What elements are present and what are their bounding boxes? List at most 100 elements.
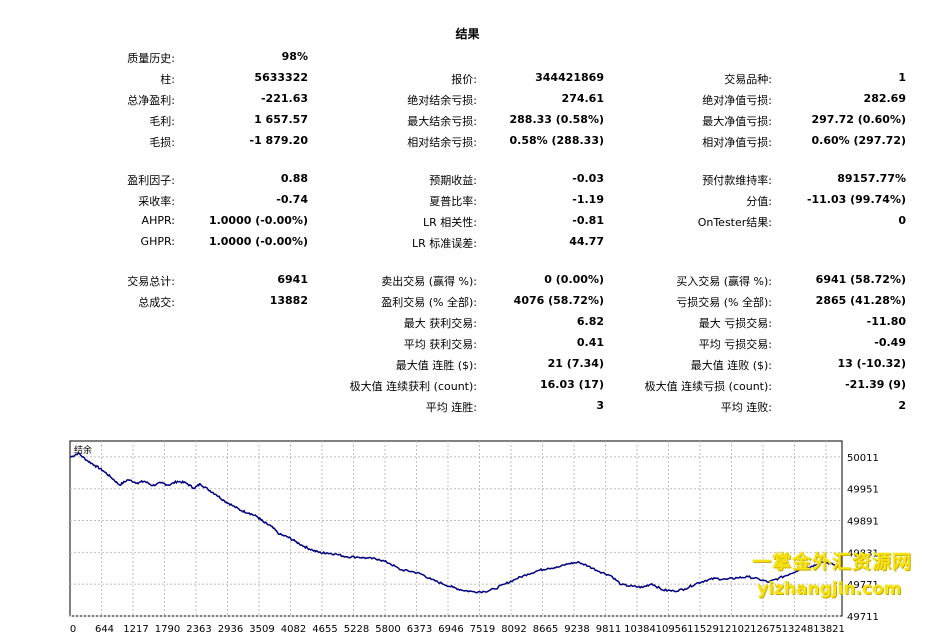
stat-value: 344421869 xyxy=(535,71,604,84)
stat-label: 预付款维持率: xyxy=(702,174,772,187)
x-tick-label: 0 xyxy=(70,624,76,635)
stat-value: 282.69 xyxy=(863,92,906,105)
stat-value: 0.60% (297.72) xyxy=(811,134,907,147)
stat-label: 分值: xyxy=(746,195,772,208)
x-tick-label: 644 xyxy=(95,624,114,635)
x-tick-label: 12675 xyxy=(750,624,782,635)
legend-label: 结余 xyxy=(74,444,92,456)
x-tick-label: 12102 xyxy=(719,624,751,635)
stat-label: 预期收益: xyxy=(429,174,477,187)
stat-label: 毛损: xyxy=(149,136,175,149)
x-tick-label: 4082 xyxy=(281,624,306,635)
balance-line xyxy=(69,452,842,594)
stat-label: 最大 亏损交易: xyxy=(698,317,772,330)
stat-label: 亏损交易 (% 全部): xyxy=(676,296,772,309)
x-tick-label: 9238 xyxy=(564,624,589,635)
stat-value: 0.41 xyxy=(576,336,604,349)
stat-value: -0.49 xyxy=(874,336,906,349)
report-title: 结果 xyxy=(455,27,480,41)
stat-label: 总净盈利: xyxy=(127,94,175,107)
stat-value: 6.82 xyxy=(576,315,604,328)
x-tick-label: 5228 xyxy=(344,624,369,635)
stat-value: 6941 xyxy=(277,273,308,286)
y-tick-label: 49831 xyxy=(847,548,879,559)
stat-value: -1.19 xyxy=(572,193,604,206)
stat-value: 13 (-10.32) xyxy=(837,357,906,370)
x-tick-label: 2363 xyxy=(186,624,211,635)
y-tick-label: 49891 xyxy=(847,517,879,528)
stat-label: 平均 获利交易: xyxy=(403,338,477,351)
x-tick-label: 1217 xyxy=(123,624,148,635)
x-tick-label: 10956 xyxy=(656,624,688,635)
stat-value: 288.33 (0.58%) xyxy=(509,113,605,126)
x-tick-label: 6373 xyxy=(407,624,432,635)
stat-label: 最大值 连胜 ($): xyxy=(395,359,477,372)
stat-value: -21.39 (9) xyxy=(845,378,906,391)
stat-value: 274.61 xyxy=(561,92,604,105)
stat-label: 卖出交易 (赢得 %): xyxy=(381,275,477,288)
x-tick-label: 13821 xyxy=(813,624,845,635)
stat-label: 质量历史: xyxy=(127,52,175,65)
stat-value: 6941 (58.72%) xyxy=(815,273,906,286)
stat-value: 89157.77% xyxy=(837,172,906,185)
stat-value: -11.03 (99.74%) xyxy=(806,193,906,206)
stat-label: 柱: xyxy=(160,73,175,86)
stat-label: 毛利: xyxy=(149,115,175,128)
stat-label: 买入交易 (赢得 %): xyxy=(676,275,772,288)
stat-label: 交易总计: xyxy=(127,275,175,288)
stat-value: 5633322 xyxy=(254,71,308,84)
stat-label: GHPR: xyxy=(140,235,175,248)
stat-label: 平均 连败: xyxy=(720,401,772,414)
stat-value: -0.81 xyxy=(572,214,604,227)
stat-value: -1 879.20 xyxy=(249,134,309,147)
watermark-url: yizhangjin.com xyxy=(757,579,902,599)
x-tick-label: 3509 xyxy=(249,624,274,635)
x-tick-label: 2936 xyxy=(218,624,243,635)
stat-label: 绝对净值亏损: xyxy=(702,94,772,107)
stat-label: LR 标准误差: xyxy=(412,237,477,250)
stat-value: 1 xyxy=(898,71,906,84)
x-tick-label: 6946 xyxy=(438,624,463,635)
stat-value: 3 xyxy=(596,399,604,412)
stat-value: -221.63 xyxy=(260,92,308,105)
y-tick-label: 50011 xyxy=(847,453,879,464)
x-tick-label: 8665 xyxy=(533,624,558,635)
stat-value: -0.03 xyxy=(572,172,604,185)
stat-label: 绝对结余亏损: xyxy=(407,94,477,107)
stat-label: 交易品种: xyxy=(724,73,772,86)
stat-label: AHPR: xyxy=(141,214,175,227)
stat-label: 最大结余亏损: xyxy=(407,115,477,128)
stat-label: 相对净值亏损: xyxy=(702,136,772,149)
stat-label: 平均 亏损交易: xyxy=(698,338,772,351)
stat-value: 2865 (41.28%) xyxy=(815,294,906,307)
y-tick-label: 49711 xyxy=(847,612,879,623)
stat-label: 总成交: xyxy=(138,296,175,309)
x-tick-label: 7519 xyxy=(470,624,495,635)
stat-label: 极大值 连续亏损 (count): xyxy=(644,380,772,393)
stat-label: LR 相关性: xyxy=(423,216,477,229)
stat-value: 44.77 xyxy=(569,235,604,248)
x-tick-label: 10384 xyxy=(624,624,656,635)
stat-value: 4076 (58.72%) xyxy=(513,294,604,307)
stat-label: 最大净值亏损: xyxy=(702,115,772,128)
stat-label: OnTester结果: xyxy=(697,216,772,229)
stat-value: 98% xyxy=(281,50,308,63)
stat-value: 13882 xyxy=(269,294,308,307)
stat-value: 0 (0.00%) xyxy=(544,273,604,286)
stat-label: 最大值 连败 ($): xyxy=(690,359,772,372)
stat-value: 16.03 (17) xyxy=(540,378,604,391)
x-tick-label: 13248 xyxy=(782,624,814,635)
stat-label: 夏普比率: xyxy=(429,195,477,208)
stat-value: 21 (7.34) xyxy=(547,357,604,370)
x-tick-label: 9811 xyxy=(596,624,621,635)
balance-chart: 0 644 1217 1790 2363 2936 3509 4082 4655 5228 5800… xyxy=(69,440,879,635)
x-tick-label: 11529 xyxy=(687,624,719,635)
stat-value: 1.0000 (-0.00%) xyxy=(208,235,308,248)
stat-value: 0 xyxy=(898,214,906,227)
watermark-cn: 一掌金外汇资源网 xyxy=(752,551,913,573)
stat-label: 盈利交易 (% 全部): xyxy=(381,296,477,309)
stat-value: 0.88 xyxy=(280,172,308,185)
stat-value: -11.80 xyxy=(866,315,906,328)
stat-label: 平均 连胜: xyxy=(425,401,477,414)
stat-label: 最大 获利交易: xyxy=(403,317,477,330)
